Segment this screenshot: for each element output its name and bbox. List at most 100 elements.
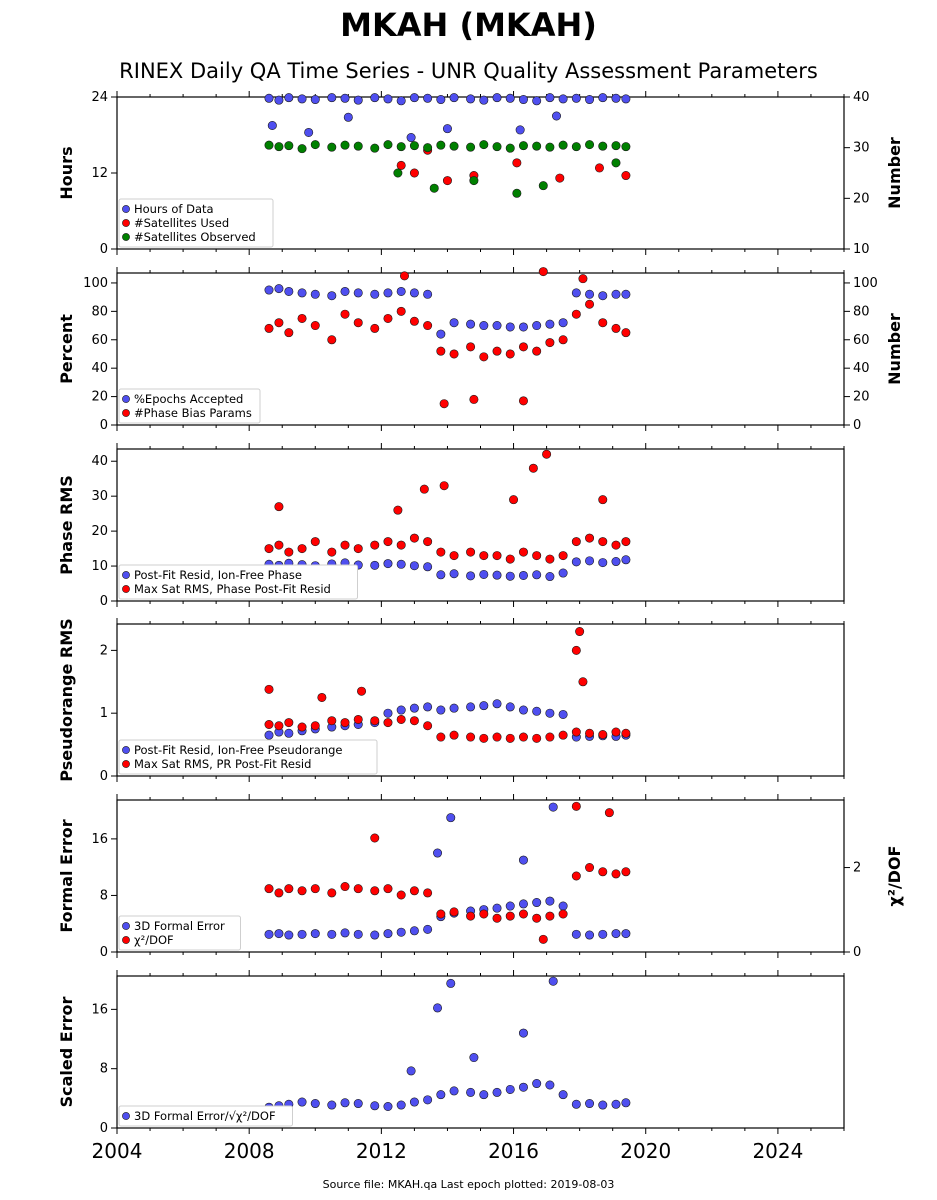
y-right-tick-label: 2 <box>853 861 861 876</box>
x-axis: 2004 2008 2012 2016 2020 2024 <box>92 1139 804 1163</box>
y-tick-label: 16 <box>91 832 108 847</box>
data-point <box>621 94 631 104</box>
data-point <box>383 288 393 298</box>
data-point <box>297 929 307 939</box>
data-point <box>304 127 314 137</box>
data-point <box>512 158 522 168</box>
data-point <box>274 284 284 294</box>
data-point <box>396 927 406 937</box>
data-point <box>409 926 419 936</box>
data-point <box>297 313 307 323</box>
legend-box <box>118 1105 293 1127</box>
data-point <box>558 140 568 150</box>
data-point <box>466 571 476 581</box>
data-point <box>383 1101 393 1111</box>
legend-marker <box>122 233 130 241</box>
data-point <box>571 871 581 881</box>
data-point <box>409 533 419 543</box>
data-point <box>492 1087 502 1097</box>
data-point <box>423 321 433 331</box>
legend-label: Max Sat RMS, PR Post-Fit Resid <box>134 757 311 771</box>
data-point <box>284 718 294 728</box>
data-point <box>505 1084 515 1094</box>
legend-marker <box>122 936 130 944</box>
data-point <box>538 267 548 277</box>
data-point <box>492 570 502 580</box>
y-axis-label-right: χ²/DOF <box>885 846 904 907</box>
data-point <box>370 540 380 550</box>
legend-label: Post-Fit Resid, Ion-Free Phase <box>134 568 302 582</box>
panel-4: 0 1 2 Pseudorange RMS Post-Fit Resid, Ion-Fr… <box>57 618 845 784</box>
footer-source: Source file: MKAH.qa Last epoch plotted:… <box>323 1178 615 1191</box>
data-point <box>548 802 558 812</box>
data-point <box>264 730 274 740</box>
data-point <box>436 570 446 580</box>
data-point <box>492 903 502 913</box>
data-point <box>423 93 433 103</box>
legend-label: 3D Formal Error <box>134 919 225 933</box>
data-point <box>327 335 337 345</box>
data-point <box>571 727 581 737</box>
data-point <box>571 288 581 298</box>
data-point <box>545 1080 555 1090</box>
data-point <box>558 909 568 919</box>
data-point <box>532 898 542 908</box>
data-point <box>518 855 528 865</box>
data-point <box>532 346 542 356</box>
data-point <box>505 733 515 743</box>
data-point <box>340 286 350 296</box>
data-point <box>479 1090 489 1100</box>
data-point <box>396 142 406 152</box>
data-point <box>505 322 515 332</box>
data-point <box>383 94 393 104</box>
data-point <box>611 93 621 103</box>
data-point <box>545 338 555 348</box>
data-point <box>518 322 528 332</box>
data-point <box>409 1097 419 1107</box>
series-2 <box>264 267 631 409</box>
data-point <box>585 930 595 940</box>
data-point <box>532 1079 542 1089</box>
series-1 <box>264 284 631 339</box>
data-point <box>598 495 608 505</box>
data-point <box>571 1099 581 1109</box>
data-point <box>558 335 568 345</box>
y-tick-label: 0 <box>100 1121 108 1136</box>
x-tick-label: 2024 <box>752 1139 803 1163</box>
legend-label: %Epochs Accepted <box>134 392 243 406</box>
data-point <box>598 730 608 740</box>
data-point <box>585 140 595 150</box>
legend-box <box>118 388 261 424</box>
data-point <box>370 886 380 896</box>
data-point <box>479 551 489 561</box>
y-right-tick-label: 60 <box>853 333 870 348</box>
data-point <box>479 733 489 743</box>
y-tick-label: 10 <box>91 559 108 574</box>
data-point <box>423 702 433 712</box>
data-point <box>357 686 367 696</box>
data-point <box>575 627 585 637</box>
data-point <box>370 833 380 843</box>
y-right-tick-label: 80 <box>853 304 870 319</box>
legend-label: Hours of Data <box>134 202 214 216</box>
data-point <box>571 93 581 103</box>
data-point <box>598 558 608 568</box>
data-point <box>433 1003 443 1013</box>
y-right-tick-label: 10 <box>853 242 870 257</box>
data-point <box>532 706 542 716</box>
data-point <box>518 909 528 919</box>
data-point <box>406 1066 416 1076</box>
data-point <box>466 319 476 329</box>
data-point <box>284 286 294 296</box>
data-point <box>340 718 350 728</box>
data-point <box>449 141 459 151</box>
data-point <box>396 540 406 550</box>
data-point <box>383 718 393 728</box>
data-point <box>393 168 403 178</box>
data-point <box>532 551 542 561</box>
data-point <box>310 289 320 299</box>
data-point <box>419 484 429 494</box>
